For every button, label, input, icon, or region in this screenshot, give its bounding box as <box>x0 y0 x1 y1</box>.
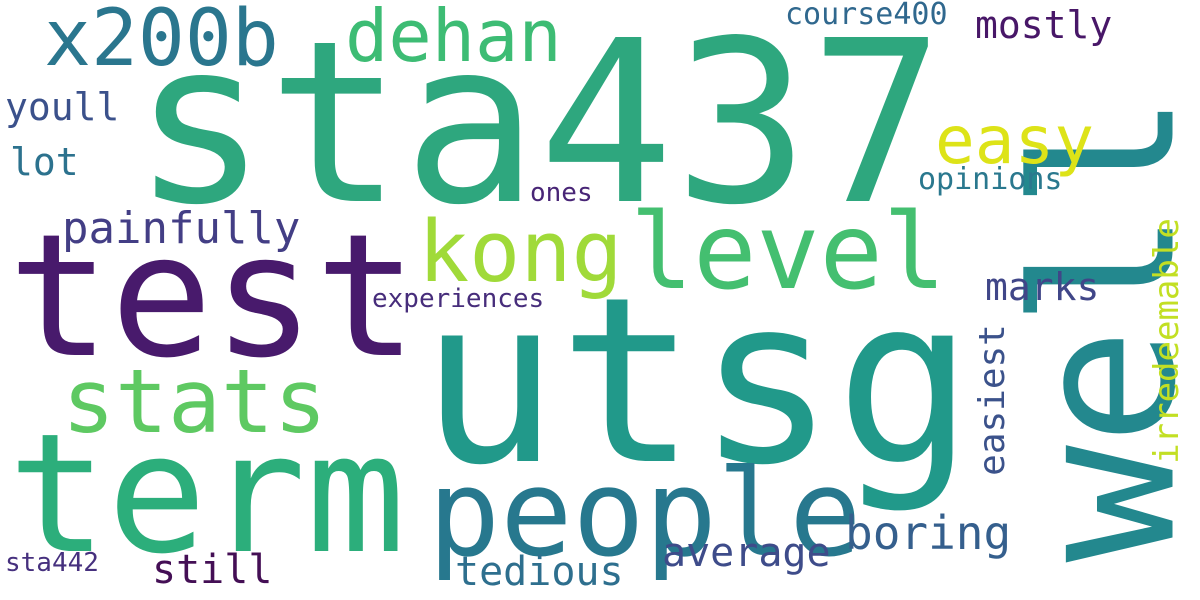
word-term: term <box>8 398 406 590</box>
word-course400: course400 <box>785 0 948 32</box>
word-sta437: sta437 <box>132 0 945 255</box>
word-test: test <box>8 198 418 396</box>
word-irredeemable: irredeemable <box>1147 218 1187 464</box>
word-easy: easy <box>935 102 1094 179</box>
word-sta442: sta442 <box>5 548 99 578</box>
word-lot: lot <box>10 140 79 184</box>
word-kong: kong <box>418 203 623 302</box>
word-marks: marks <box>985 265 1100 309</box>
word-ones: ones <box>530 178 593 208</box>
word-level: level <box>630 191 947 313</box>
word-boring: boring <box>845 506 1012 560</box>
word-dehan: dehan <box>345 0 562 78</box>
word-mostly: mostly <box>975 3 1113 47</box>
word-painfully: painfully <box>62 203 301 254</box>
word-utsg: utsg <box>420 249 974 516</box>
word-easiest: easiest <box>972 324 1013 476</box>
word-stats: stats <box>62 350 327 453</box>
word-experiences: experiences <box>372 284 545 314</box>
word-opinions: opinions <box>918 162 1063 197</box>
word-still: still <box>152 547 273 593</box>
word-average: average <box>662 530 831 576</box>
word-youll: youll <box>5 85 120 129</box>
word-x200b: x200b <box>44 0 279 84</box>
word-people: people <box>428 445 862 584</box>
word-tedious: tedious <box>455 549 624 595</box>
